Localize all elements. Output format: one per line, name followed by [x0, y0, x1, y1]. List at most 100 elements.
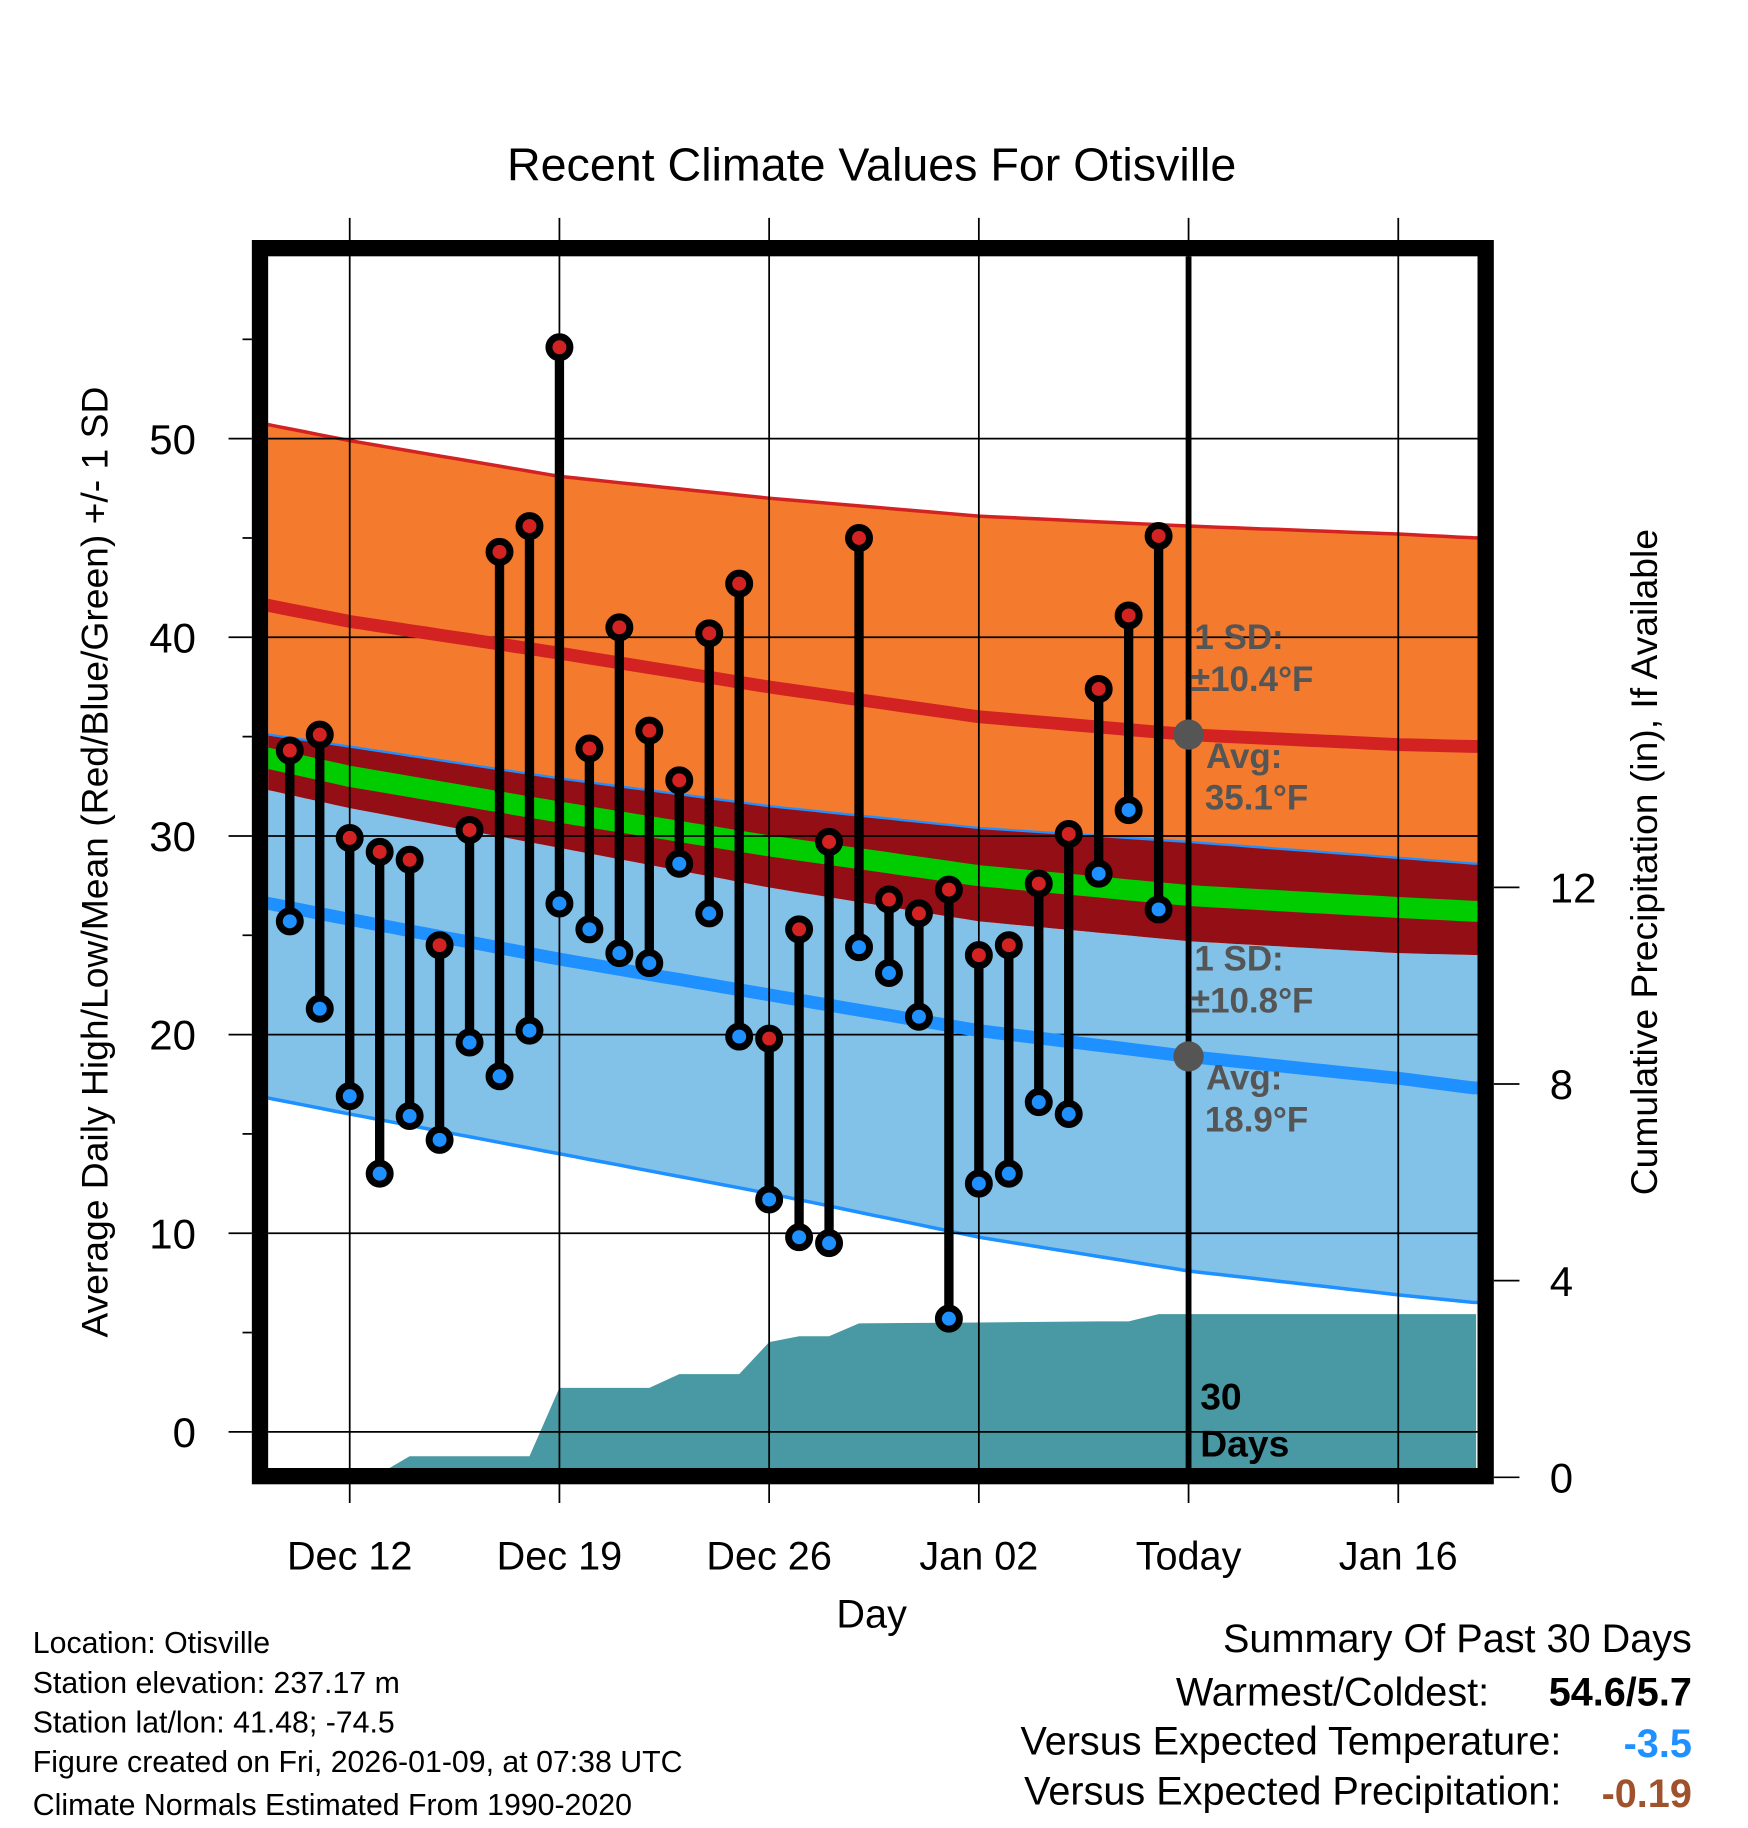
daily-high-point	[365, 837, 394, 866]
daily-low-point	[964, 1169, 993, 1198]
high-avg-line	[268, 598, 1478, 753]
y2-tick-label: 0	[1550, 1454, 1573, 1501]
summary-precip-value: -0.19	[1602, 1772, 1692, 1816]
y-tick-label: 40	[149, 614, 196, 661]
y-tick-label: 10	[149, 1210, 196, 1257]
daily-low-point	[1054, 1100, 1083, 1129]
daily-low-point	[515, 1016, 544, 1045]
high-sd-value: ±10.4°F	[1191, 660, 1314, 699]
y-tick-label: 20	[149, 1012, 196, 1059]
daily-high-point	[815, 827, 844, 856]
high-sd-upper-line	[268, 422, 1478, 540]
footer-info: Location: Otisville Station elevation: 2…	[33, 1627, 683, 1822]
summary-title: Summary Of Past 30 Days	[1223, 1617, 1692, 1661]
y-axis-label: Average Daily High/Low/Mean (Red/Blue/Gr…	[73, 387, 115, 1338]
daily-high-point	[305, 720, 334, 749]
days-word-label: Days	[1200, 1422, 1289, 1464]
low-avg-line	[268, 896, 1478, 1095]
daily-high-point	[785, 915, 814, 944]
daily-high-point	[845, 523, 873, 552]
daily-low-point	[335, 1082, 364, 1111]
daily-low-point	[635, 949, 664, 978]
daily-low-point	[605, 939, 634, 968]
footer-elevation: Station elevation: 237.17 m	[33, 1667, 400, 1700]
daily-high-point	[964, 941, 993, 970]
low-sd-label: 1 SD:	[1194, 940, 1283, 979]
footer-location: Location: Otisville	[33, 1627, 270, 1660]
daily-low-point	[725, 1022, 754, 1051]
precip-area	[389, 1314, 1477, 1468]
daily-low-point	[1114, 796, 1143, 825]
daily-high-point	[635, 716, 664, 745]
daily-low-point	[1084, 859, 1113, 888]
daily-low-point	[994, 1159, 1023, 1188]
y-tick-label: 50	[149, 416, 196, 463]
daily-low-point	[665, 849, 694, 878]
low-avg-label: Avg:	[1206, 1058, 1282, 1097]
daily-high-point	[1114, 601, 1143, 630]
daily-low-point	[455, 1028, 484, 1057]
daily-high-point	[725, 569, 754, 598]
summary-warmest-label: Warmest/Coldest:	[1176, 1671, 1489, 1715]
y2-tick-label: 4	[1550, 1258, 1573, 1305]
daily-high-point	[395, 845, 424, 874]
daily-low-point	[695, 899, 724, 928]
footer-latlon: Station lat/lon: 41.48; -74.5	[33, 1706, 395, 1739]
daily-high-point	[755, 1024, 784, 1053]
summary-temp-value: -3.5	[1624, 1722, 1692, 1766]
daily-high-point	[695, 619, 724, 648]
daily-low-point	[305, 994, 334, 1023]
today-low-avg-marker	[1173, 1041, 1204, 1072]
daily-low-point	[785, 1223, 814, 1252]
high-avg-value: 35.1°F	[1205, 779, 1308, 818]
y2-tick-label: 8	[1550, 1061, 1573, 1108]
daily-high-point	[275, 736, 304, 765]
daily-high-point	[1024, 869, 1053, 898]
daily-low-point	[755, 1185, 784, 1214]
daily-high-point	[455, 815, 484, 844]
daily-low-point	[1144, 895, 1173, 924]
summary-warmest-value: 54.6/5.7	[1549, 1671, 1692, 1715]
summary-panel: Summary Of Past 30 Days Warmest/Coldest:…	[1020, 1617, 1691, 1816]
plot-frame	[251, 240, 1494, 1485]
daily-high-point	[515, 512, 544, 541]
daily-low-point	[1024, 1088, 1053, 1117]
summary-temp-label: Versus Expected Temperature:	[1020, 1720, 1561, 1764]
daily-high-point	[335, 823, 364, 852]
daily-low-point	[275, 907, 304, 936]
daily-high-point	[545, 333, 574, 362]
low-sd-upper-line	[268, 733, 1478, 865]
footer-created: Figure created on Fri, 2026-01-09, at 07…	[33, 1746, 683, 1779]
daily-low-point	[904, 1002, 933, 1031]
plot-area	[268, 422, 1478, 1468]
axes: 0 10 20 30 40 50 0 4 8 12 Dec 12 Dec 19 Dec 26 Jan 02…	[149, 338, 1596, 1578]
daily-low-point	[845, 933, 873, 962]
daily-low-point	[365, 1159, 394, 1188]
daily-low-point	[395, 1102, 424, 1131]
low-sd-value: ±10.8°F	[1191, 981, 1314, 1020]
daily-high-point	[605, 613, 634, 642]
daily-low-point	[545, 889, 574, 918]
x-tick-label: Today	[1136, 1534, 1242, 1578]
daily-low-point	[575, 915, 604, 944]
daily-high-point	[485, 537, 514, 566]
daily-high-point	[994, 931, 1023, 960]
low-sd-band	[268, 790, 1478, 1303]
daily-high-point	[425, 931, 454, 960]
daily-high-point	[1054, 819, 1083, 848]
y2-axis-label: Cumulative Precipitation (in), If Availa…	[1623, 529, 1665, 1195]
daily-high-point	[934, 875, 963, 904]
days-count-label: 30	[1200, 1376, 1241, 1418]
daily-high-point	[874, 885, 903, 914]
x-axis-label: Day	[836, 1593, 907, 1637]
y-tick-label: 30	[149, 813, 196, 860]
low-avg-value: 18.9°F	[1205, 1100, 1308, 1139]
daily-high-point	[575, 734, 604, 763]
daily-low-point	[485, 1062, 514, 1091]
x-tick-label: Jan 02	[919, 1534, 1038, 1578]
x-tick-label: Dec 26	[706, 1534, 832, 1578]
high-sd-band	[268, 424, 1478, 864]
low-sd-lower-line	[268, 1096, 1478, 1305]
